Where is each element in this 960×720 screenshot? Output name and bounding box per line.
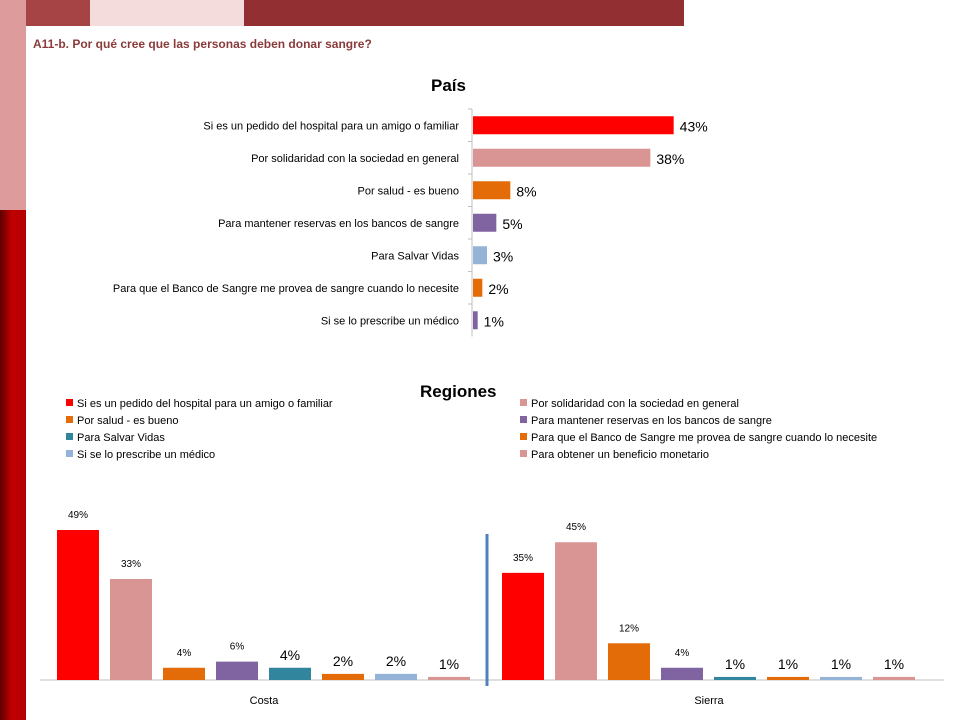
regiones-bar [661,668,703,680]
regiones-bar [322,674,364,680]
regiones-value-label: 4% [675,648,690,659]
regiones-value-label: 45% [566,522,586,533]
regiones-bar [714,677,756,680]
regiones-bar [555,542,597,680]
regiones-value-label: 2% [386,653,406,669]
regiones-value-label: 6% [230,642,245,653]
regiones-bar [216,662,258,680]
regiones-bar [269,668,311,680]
regiones-bar [767,677,809,680]
regiones-value-label: 33% [121,559,141,570]
regiones-value-label: 1% [831,656,851,672]
regiones-bar [428,677,470,680]
regiones-value-label: 4% [280,647,300,663]
regiones-bar [608,643,650,680]
regiones-bar [57,530,99,680]
regiones-category-label: Costa [250,695,280,707]
regiones-value-label: 49% [68,510,88,521]
regiones-value-label: 2% [333,653,353,669]
regiones-bar [873,677,915,680]
regiones-bar [502,573,544,680]
regiones-value-label: 4% [177,648,192,659]
regiones-value-label: 1% [778,656,798,672]
regiones-bar [375,674,417,680]
regiones-value-label: 1% [439,656,459,672]
regiones-value-label: 35% [513,553,533,564]
regiones-bar [110,579,152,680]
regiones-bar [163,668,205,680]
regiones-value-label: 12% [619,623,639,634]
regiones-value-label: 1% [884,656,904,672]
regiones-bar [820,677,862,680]
regiones-value-label: 1% [725,656,745,672]
regiones-category-label: Sierra [694,695,724,707]
